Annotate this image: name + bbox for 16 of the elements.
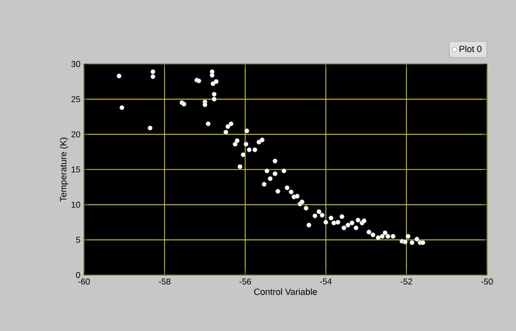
y-tick-label: 25 [71, 96, 80, 102]
y-tick-label: 30 [71, 61, 80, 67]
x-tick-label: -60 [78, 278, 90, 285]
x-tick-label: -58 [158, 278, 170, 285]
x-tick-label: -50 [481, 278, 493, 285]
x-axis-title: Control Variable [254, 288, 317, 295]
y-tick-label: 15 [72, 166, 80, 172]
x-tick-label: -54 [320, 278, 332, 284]
y-tick-label: 10 [72, 202, 80, 208]
x-tick-label: -52 [400, 278, 412, 285]
y-axis-title: Temperature (K) [60, 138, 68, 202]
y-tick-label: 0 [76, 272, 80, 278]
y-tick-label: 20 [71, 131, 80, 138]
legend-label: Plot 0 [460, 45, 482, 52]
x-tick-label: -56 [239, 278, 251, 285]
y-tick-label: 5 [76, 236, 80, 243]
